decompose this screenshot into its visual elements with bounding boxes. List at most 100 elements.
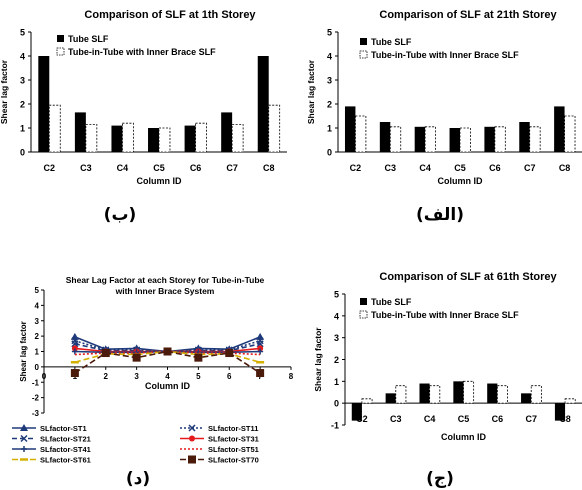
bar: [351, 403, 362, 421]
y-tick-label: -3: [32, 409, 40, 418]
bar: [257, 56, 269, 152]
legend-label: Tube-in-Tube with Inner Brace SLF: [68, 47, 216, 57]
point-marker: [189, 435, 195, 442]
legend-label: SLfactor-ST70: [208, 456, 259, 465]
y-tick-label: 1: [327, 124, 332, 134]
legend-label: SLfactor-ST11: [208, 424, 258, 433]
y-tick-label: 3: [327, 76, 332, 86]
bar: [414, 126, 426, 152]
bar: [419, 383, 430, 404]
point-marker: [257, 345, 264, 352]
y-tick-label: 4: [35, 301, 40, 310]
x-tick-label: C7: [226, 163, 238, 173]
bar: [158, 127, 171, 153]
point-marker: [20, 434, 28, 443]
y-axis-label: Shear lag factor: [313, 327, 323, 392]
point-marker: [20, 424, 28, 431]
y-tick-label: 5: [334, 290, 339, 300]
legend-label: SLfactor-ST31: [208, 435, 259, 444]
y-tick-label: 1: [35, 348, 40, 357]
legend-label: SLfactor-ST51: [208, 445, 259, 454]
legend-label: SLfactor-ST41: [40, 445, 91, 454]
point-marker: [256, 340, 264, 348]
x-axis-label: Column ID: [137, 176, 182, 186]
bar: [449, 128, 460, 152]
bar-chart-1: Comparison of SLF at 21th Storey 0 1 2 3 4 5 C2…: [306, 9, 582, 225]
bar: [355, 115, 367, 153]
chart-title-line2: with Inner Brace System: [115, 286, 215, 296]
figure-caption: (ب): [104, 205, 137, 225]
bar: [530, 385, 542, 404]
bar: [85, 124, 98, 153]
bar: [184, 125, 196, 152]
point-marker: [70, 369, 79, 378]
bar: [122, 122, 134, 153]
bar: [463, 380, 475, 404]
bar: [519, 122, 530, 152]
y-tick-label: 2: [334, 355, 339, 365]
y-tick-label: 4: [20, 52, 25, 62]
point-marker: [256, 369, 265, 378]
y-tick-label: 3: [334, 333, 339, 343]
point-marker: [194, 353, 203, 362]
x-tick-label: 4: [165, 372, 170, 381]
point-marker: [225, 349, 234, 358]
y-tick-label: -1: [331, 421, 339, 431]
chart-title: Comparison of SLF at 61th Storey: [379, 271, 557, 283]
point-marker: [257, 348, 264, 355]
bar: [494, 126, 506, 153]
bar: [195, 122, 207, 153]
y-tick-label: 3: [20, 76, 25, 86]
y-tick-label: 4: [334, 311, 339, 321]
bar: [38, 56, 50, 152]
bar-chart-0: Comparison of SLF at 1th Storey 0 1 2 3 4 5 C2 C…: [0, 9, 287, 225]
legend-swatch: [56, 47, 65, 56]
x-tick-label: C4: [424, 414, 436, 424]
bar: [48, 104, 61, 153]
chart-title: Comparison of SLF at 21th Storey: [379, 9, 557, 21]
y-axis-label: Shear lag factor: [0, 59, 9, 124]
chart-title-line1: Shear Lag Factor at each Storey for Tube…: [66, 275, 265, 285]
figure-caption: (د): [126, 469, 150, 489]
bar: [361, 398, 373, 404]
bar: [429, 385, 441, 404]
figure-caption: (الف): [416, 205, 464, 225]
y-tick-label: 3: [35, 317, 40, 326]
legend-swatch: [359, 50, 368, 59]
x-tick-label: 8: [289, 372, 294, 381]
y-tick-label: 0: [334, 399, 339, 409]
bar: [564, 115, 576, 153]
bar: [379, 122, 391, 152]
x-tick-label: C4: [117, 163, 129, 173]
point-marker: [163, 347, 172, 356]
bar: [453, 381, 464, 404]
x-tick-label: C4: [419, 163, 431, 173]
legend-label: SLfactor-ST61: [40, 456, 91, 465]
x-tick-label: 3: [134, 372, 139, 381]
y-tick-label: 4: [327, 52, 332, 62]
figure-caption: (ج): [426, 469, 454, 489]
legend-swatch: [360, 38, 367, 45]
x-tick-label: 2: [104, 372, 109, 381]
bar: [529, 126, 541, 153]
y-tick-label: 5: [35, 286, 40, 295]
x-tick-label: C2: [356, 414, 368, 424]
bar: [554, 403, 566, 421]
point-marker: [101, 349, 110, 358]
bar: [484, 126, 495, 152]
x-tick-label: C3: [80, 163, 92, 173]
bar: [268, 104, 281, 153]
legend-swatch: [360, 298, 367, 305]
y-axis-label: Shear lag factor: [19, 321, 28, 381]
point-marker: [188, 455, 196, 464]
x-tick-label: C6: [190, 163, 202, 173]
x-tick-label: C3: [385, 163, 397, 173]
x-tick-label: C8: [263, 163, 275, 173]
line-chart-2: Shear Lag Factor at each Storey for Tube…: [12, 275, 294, 489]
bar: [564, 398, 576, 404]
x-tick-label: C6: [492, 414, 504, 424]
x-tick-label: C8: [559, 163, 571, 173]
y-tick-label: -2: [32, 394, 40, 403]
bar: [111, 125, 123, 152]
